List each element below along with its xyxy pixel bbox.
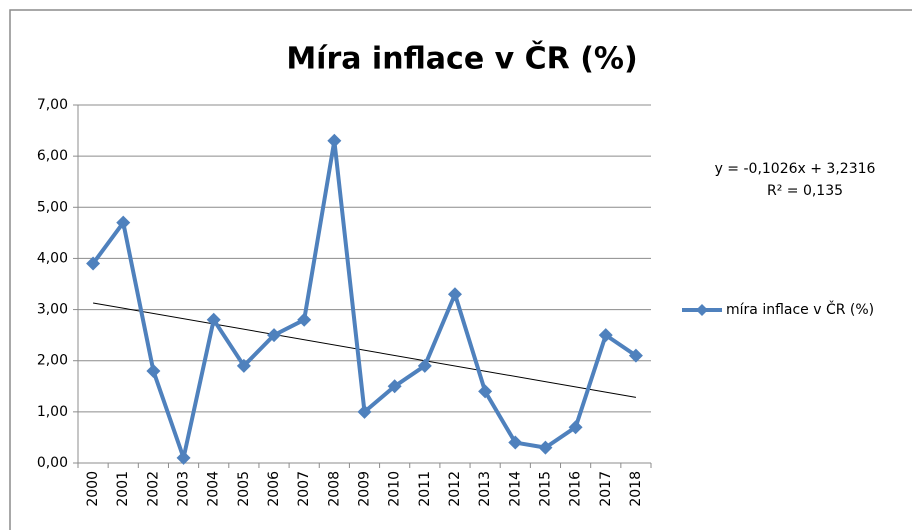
marker (116, 215, 131, 230)
x-tick-label: 2005 (236, 471, 252, 507)
marker (267, 328, 282, 343)
x-tick-label: 2014 (507, 471, 523, 507)
x-tick-label: 2016 (568, 471, 584, 507)
x-tick-label: 2010 (387, 471, 403, 507)
marker (206, 312, 221, 327)
marker (387, 379, 402, 394)
marker (176, 450, 191, 465)
x-tick-label: 2015 (537, 471, 553, 507)
x-tick-label: 2008 (326, 471, 342, 507)
marker (327, 133, 342, 148)
x-tick-label: 2003 (176, 471, 192, 507)
marker (417, 358, 432, 373)
marker (236, 358, 251, 373)
legend-label: míra inflace v ČR (%) (726, 300, 874, 318)
x-tick-label: 2002 (145, 471, 161, 507)
x-tick-label: 2000 (85, 471, 101, 507)
marker (86, 256, 101, 271)
trendline (92, 302, 637, 398)
y-tick-label: 4,00 (37, 250, 68, 266)
x-tick-label: 2006 (266, 471, 282, 507)
y-tick-label: 7,00 (37, 97, 68, 113)
trendline-r2: R² = 0,135 (767, 183, 843, 199)
y-tick-label: 0,00 (37, 455, 68, 471)
marker (568, 420, 583, 435)
y-tick-label: 2,00 (37, 353, 68, 369)
x-tick-label: 2018 (628, 471, 644, 507)
marker (478, 384, 493, 399)
x-tick-label: 2009 (357, 471, 373, 507)
y-tick-label: 3,00 (37, 302, 68, 318)
x-tick-label: 2017 (598, 471, 614, 507)
chart-title: Míra inflace v ČR (%) (286, 40, 637, 77)
marker (538, 440, 553, 455)
trendline-equation: y = -0,1026x + 3,2316 (715, 161, 876, 177)
y-tick-label: 1,00 (37, 404, 68, 420)
y-tick-label: 6,00 (37, 148, 68, 164)
chart-border (9, 9, 912, 530)
marker (297, 312, 312, 327)
legend-marker (696, 304, 708, 316)
marker (447, 287, 462, 302)
marker (598, 328, 613, 343)
marker (508, 435, 523, 450)
marker (628, 348, 643, 363)
x-tick-label: 2011 (417, 471, 433, 507)
marker (357, 404, 372, 419)
y-tick-label: 5,00 (37, 199, 68, 215)
x-tick-label: 2012 (447, 471, 463, 507)
x-tick-label: 2013 (477, 471, 493, 507)
x-tick-label: 2007 (296, 471, 312, 507)
x-tick-label: 2004 (206, 471, 222, 507)
x-tick-label: 2001 (115, 471, 131, 507)
marker (146, 363, 161, 378)
